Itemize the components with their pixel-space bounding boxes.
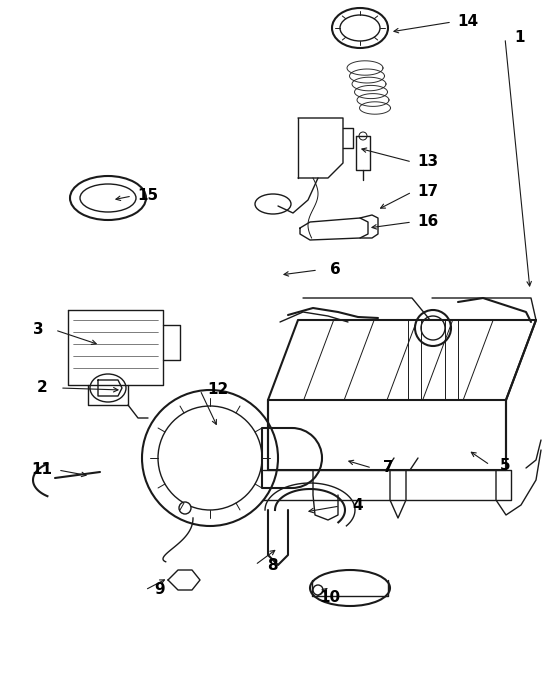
Circle shape bbox=[415, 310, 451, 346]
Ellipse shape bbox=[332, 8, 388, 48]
Text: 8: 8 bbox=[267, 557, 277, 573]
Ellipse shape bbox=[70, 176, 146, 220]
Text: 2: 2 bbox=[37, 380, 47, 396]
Text: 6: 6 bbox=[330, 262, 340, 277]
Text: 14: 14 bbox=[458, 15, 478, 30]
Text: 13: 13 bbox=[418, 155, 438, 170]
Text: 4: 4 bbox=[353, 499, 363, 513]
Text: 10: 10 bbox=[319, 590, 340, 606]
Circle shape bbox=[313, 585, 323, 595]
Text: 7: 7 bbox=[383, 460, 393, 476]
Text: 3: 3 bbox=[33, 322, 43, 337]
Text: 17: 17 bbox=[418, 184, 438, 199]
Circle shape bbox=[179, 502, 191, 514]
Ellipse shape bbox=[90, 374, 126, 402]
Ellipse shape bbox=[80, 184, 136, 212]
Text: 16: 16 bbox=[418, 215, 438, 229]
Circle shape bbox=[142, 390, 278, 526]
Text: 5: 5 bbox=[500, 458, 510, 472]
Text: 1: 1 bbox=[515, 30, 525, 46]
Circle shape bbox=[359, 132, 367, 140]
Text: 15: 15 bbox=[138, 188, 158, 203]
Circle shape bbox=[421, 316, 445, 340]
Ellipse shape bbox=[310, 570, 390, 606]
Text: 9: 9 bbox=[155, 583, 165, 598]
Text: 11: 11 bbox=[31, 462, 53, 478]
Ellipse shape bbox=[255, 194, 291, 214]
Text: 12: 12 bbox=[207, 382, 229, 398]
Circle shape bbox=[158, 406, 262, 510]
Ellipse shape bbox=[340, 15, 380, 41]
